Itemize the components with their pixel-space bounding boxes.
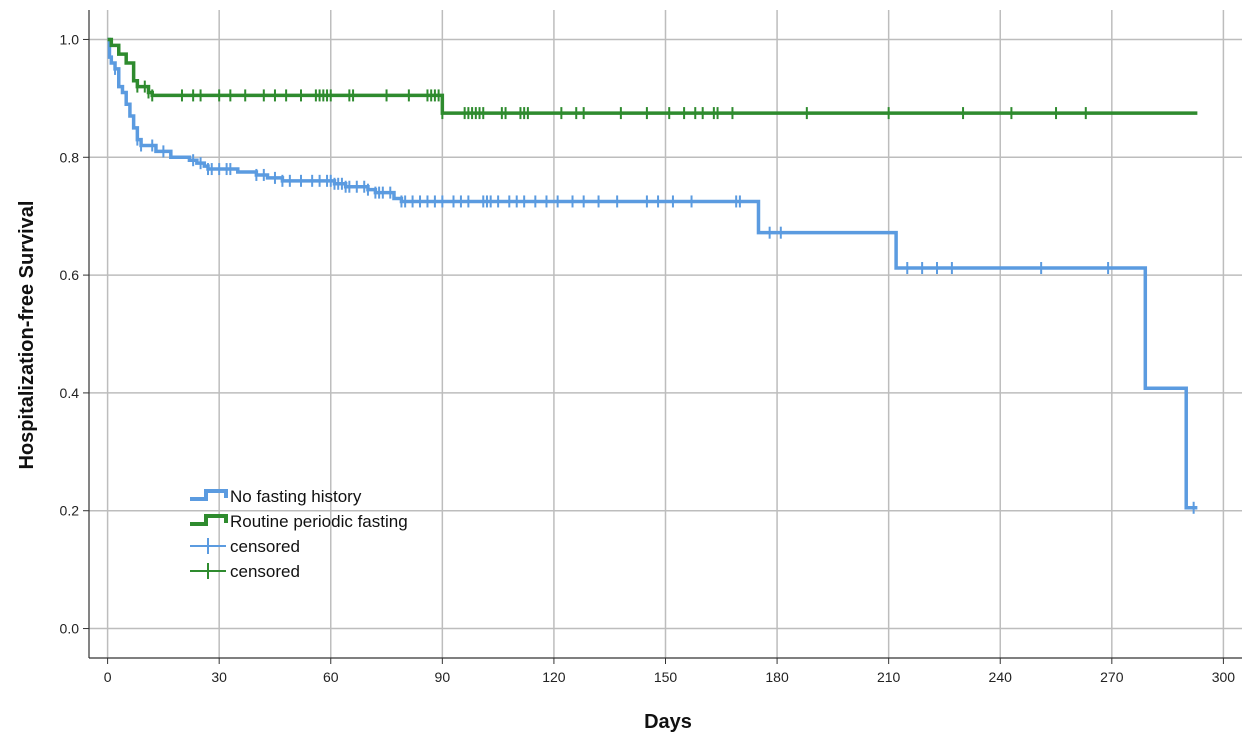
legend: No fasting history Routine periodic fasti… (190, 487, 408, 581)
legend-item-4: censored (190, 562, 300, 581)
x-axis-title: Days (644, 711, 692, 733)
legend-label: censored (230, 562, 300, 581)
legend-item-2: Routine periodic fasting (190, 512, 408, 531)
x-tick-label: 210 (877, 669, 901, 685)
axes: 0 30 60 90 120 150 180 210 240 270 300 0.0 0.2 0.4 0.6… (60, 10, 1242, 685)
x-tick-label: 0 (104, 669, 112, 685)
series-group (107, 37, 1198, 514)
x-tick-label: 180 (765, 669, 789, 685)
x-tick-label: 270 (1100, 669, 1124, 685)
series-line (107, 37, 1198, 510)
y-axis-title: Hospitalization-free Survival (16, 201, 38, 470)
y-tick-label: 0.2 (60, 503, 80, 519)
legend-label: No fasting history (230, 487, 362, 506)
legend-swatch (190, 514, 228, 526)
legend-item-3: censored (190, 537, 300, 556)
series-2 (107, 37, 1198, 120)
x-tick-label: 240 (989, 669, 1013, 685)
legend-item-1: No fasting history (190, 487, 362, 506)
x-tick-label: 300 (1212, 669, 1236, 685)
y-tick-label: 0.0 (60, 621, 80, 637)
series-line (107, 37, 1198, 115)
x-tick-label: 90 (435, 669, 451, 685)
x-tick-label: 60 (323, 669, 339, 685)
y-tick-label: 0.8 (60, 149, 80, 165)
series-1 (107, 37, 1198, 514)
y-tick-label: 0.6 (60, 267, 80, 283)
y-tick-label: 1.0 (60, 31, 80, 47)
x-tick-label: 30 (211, 669, 227, 685)
legend-swatch (190, 489, 228, 501)
y-tick-label: 0.4 (60, 385, 80, 401)
legend-label: Routine periodic fasting (230, 512, 408, 531)
grid (89, 10, 1242, 658)
legend-label: censored (230, 537, 300, 556)
x-tick-label: 150 (654, 669, 678, 685)
x-tick-label: 120 (542, 669, 566, 685)
